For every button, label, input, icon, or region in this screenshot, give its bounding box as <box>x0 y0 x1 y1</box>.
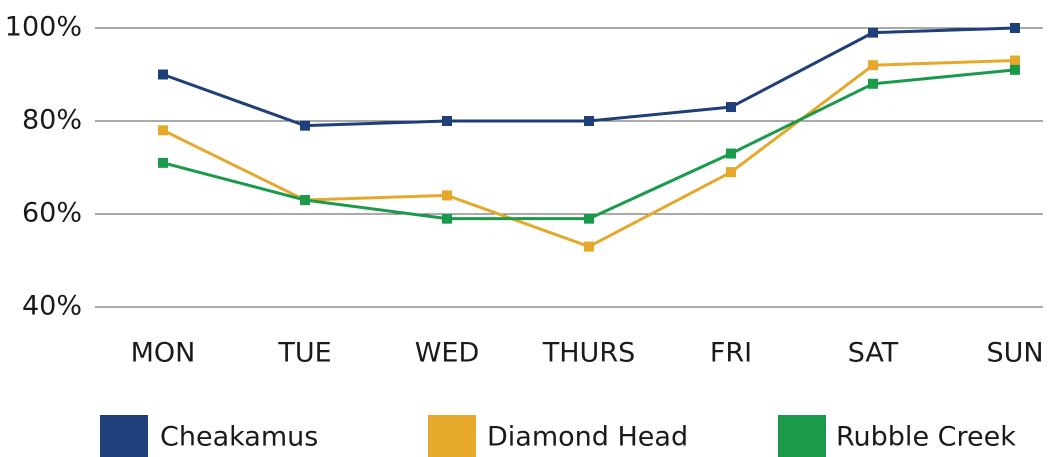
x-tick-label: FRI <box>710 338 752 369</box>
y-tick-label: 40% <box>22 291 82 322</box>
point <box>1010 23 1020 33</box>
point <box>868 78 878 89</box>
legend-label: Cheakamus <box>160 422 318 453</box>
point <box>726 148 736 159</box>
point <box>1010 55 1020 66</box>
legend-label: Diamond Head <box>487 422 688 453</box>
legend-swatch <box>778 415 826 457</box>
point <box>1010 64 1020 75</box>
x-tick-label: MON <box>131 338 196 369</box>
legend-swatch <box>100 415 148 457</box>
y-tick-label: 60% <box>22 198 82 229</box>
point <box>442 213 452 224</box>
x-tick-label: SAT <box>848 338 899 369</box>
point <box>868 60 878 71</box>
point <box>442 190 452 201</box>
y-tick-label: 80% <box>22 105 82 136</box>
point <box>584 116 594 126</box>
point <box>442 116 452 126</box>
x-tick-label: SUN <box>986 338 1043 369</box>
point <box>584 241 594 252</box>
point <box>584 213 594 224</box>
x-tick-label: WED <box>415 338 480 369</box>
point <box>158 69 168 80</box>
x-tick-label: THURS <box>542 338 635 369</box>
point <box>726 102 736 113</box>
series-line <box>162 26 1016 128</box>
point <box>868 27 878 38</box>
y-tick-label: 100% <box>5 12 82 43</box>
legend-swatch <box>428 415 476 457</box>
point <box>300 120 310 131</box>
series-line <box>162 68 1016 221</box>
x-tick-label: TUE <box>277 338 331 369</box>
point <box>726 167 736 178</box>
legend-label: Rubble Creek <box>836 422 1016 453</box>
point <box>300 195 310 206</box>
point <box>158 125 168 136</box>
point <box>158 157 168 168</box>
